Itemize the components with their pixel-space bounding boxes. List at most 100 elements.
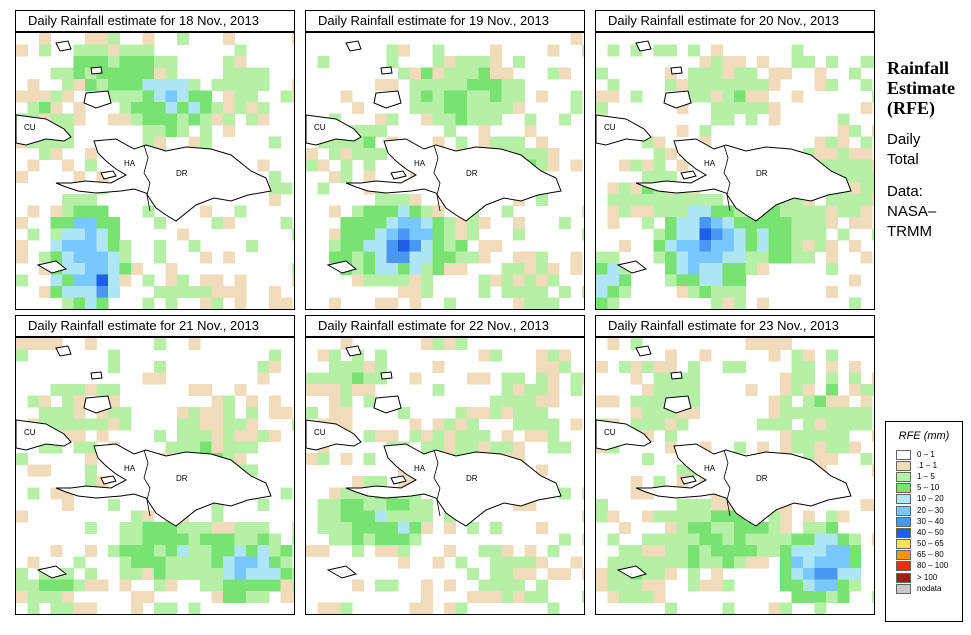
rainfall-cell bbox=[570, 418, 583, 431]
rainfall-cell bbox=[826, 579, 838, 592]
rainfall-cell bbox=[432, 263, 445, 275]
rainfall-cell bbox=[757, 533, 769, 546]
rainfall-cell bbox=[386, 194, 399, 206]
rainfall-cell bbox=[188, 441, 201, 454]
rainfall-cell bbox=[211, 297, 224, 309]
rainfall-cell bbox=[642, 591, 654, 603]
rainfall-cell bbox=[524, 407, 537, 419]
rainfall-cell bbox=[200, 125, 212, 137]
rainfall-cell bbox=[246, 113, 258, 126]
rainfall-cell bbox=[50, 591, 63, 603]
rainfall-cell bbox=[734, 522, 746, 534]
rainfall-cell bbox=[142, 113, 155, 126]
rainfall-cell bbox=[234, 522, 247, 534]
rainfall-cell bbox=[50, 384, 63, 396]
rainfall-cell bbox=[642, 159, 654, 172]
rainfall-cell bbox=[329, 602, 341, 614]
rainfall-cell bbox=[73, 384, 86, 396]
rainfall-cell bbox=[27, 464, 40, 477]
rainfall-cell bbox=[177, 568, 189, 580]
rainfall-cell bbox=[570, 251, 583, 264]
rainfall-cell bbox=[547, 372, 560, 385]
rainfall-cell bbox=[398, 228, 410, 241]
rainfall-cell bbox=[467, 568, 479, 580]
rainfall-cell bbox=[826, 240, 838, 252]
rainfall-cell bbox=[200, 102, 212, 114]
rainfall-cell bbox=[570, 263, 583, 275]
rainfall-cell bbox=[455, 136, 468, 149]
rainfall-cell bbox=[234, 384, 247, 396]
rainfall-cell bbox=[803, 228, 815, 241]
rainfall-cell bbox=[280, 90, 293, 103]
rainfall-cell bbox=[826, 263, 838, 275]
rainfall-cell bbox=[607, 395, 620, 408]
rainfall-cell bbox=[257, 102, 270, 114]
rainfall-cell bbox=[524, 148, 537, 160]
coastline bbox=[635, 138, 852, 222]
rainfall-cell bbox=[467, 102, 479, 114]
rainfall-cell bbox=[16, 453, 28, 465]
rainfall-cell bbox=[444, 67, 456, 80]
rainfall-cell bbox=[630, 476, 643, 488]
rainfall-cell bbox=[246, 407, 258, 419]
rainfall-cell bbox=[223, 251, 235, 264]
rainfall-cell bbox=[780, 407, 792, 419]
country-label: HA bbox=[704, 464, 716, 473]
rainfall-cell bbox=[375, 240, 387, 252]
rainfall-cell bbox=[96, 33, 109, 45]
rainfall-cell bbox=[340, 453, 353, 465]
rainfall-cell bbox=[699, 533, 712, 546]
rainfall-cell bbox=[234, 591, 247, 603]
rainfall-cell bbox=[490, 591, 502, 603]
rainfall-cell bbox=[306, 384, 318, 396]
rainfall-cell bbox=[421, 263, 433, 275]
rainfall-cell bbox=[490, 407, 502, 419]
rainfall-cell bbox=[734, 263, 746, 275]
rainfall-cell bbox=[711, 102, 723, 114]
rainfall-cell bbox=[352, 499, 364, 511]
coastline bbox=[90, 66, 103, 75]
rainfall-cell bbox=[872, 499, 874, 511]
rainfall-cell bbox=[711, 522, 723, 534]
rainfall-cell bbox=[432, 361, 445, 373]
rainfall-cell bbox=[596, 263, 608, 275]
coastline bbox=[380, 66, 393, 75]
rainfall-cell bbox=[665, 430, 677, 442]
rainfall-cell bbox=[826, 556, 838, 569]
rainfall-cell bbox=[860, 395, 873, 408]
product-title-line: (RFE) bbox=[887, 98, 935, 118]
rainfall-cell bbox=[363, 476, 376, 488]
rainfall-cell bbox=[536, 349, 548, 362]
rainfall-cell bbox=[791, 90, 804, 103]
rainfall-cell bbox=[131, 44, 143, 57]
rainfall-cell bbox=[200, 441, 212, 454]
coastline bbox=[616, 260, 648, 274]
rainfall-cell bbox=[142, 372, 155, 385]
rainfall-cell bbox=[780, 217, 792, 229]
rainfall-cell bbox=[62, 263, 74, 275]
rainfall-cell bbox=[826, 533, 838, 546]
rainfall-cell bbox=[791, 430, 804, 442]
rainfall-cell bbox=[234, 56, 247, 68]
rainfall-cell bbox=[501, 430, 514, 442]
rainfall-cell bbox=[108, 499, 120, 511]
rainfall-cell bbox=[814, 430, 827, 442]
rainfall-cell bbox=[872, 171, 874, 183]
rainfall-cell bbox=[455, 556, 468, 569]
rainfall-cell bbox=[165, 286, 178, 298]
rainfall-cell bbox=[734, 361, 746, 373]
rainfall-cell bbox=[619, 240, 631, 252]
rainfall-cell bbox=[306, 407, 318, 419]
rainfall-cell bbox=[501, 441, 514, 454]
rainfall-cell bbox=[62, 395, 74, 408]
rainfall-cell bbox=[177, 79, 189, 91]
rainfall-cell bbox=[734, 217, 746, 229]
rainfall-cell bbox=[734, 556, 746, 569]
rainfall-cell bbox=[165, 113, 178, 126]
rainfall-cell bbox=[398, 194, 410, 206]
rainfall-cell bbox=[826, 148, 838, 160]
rainfall-cell bbox=[363, 159, 376, 172]
rainfall-cell bbox=[872, 159, 874, 172]
rainfall-cell bbox=[246, 464, 258, 477]
legend-label: 10 – 20 bbox=[917, 494, 944, 504]
